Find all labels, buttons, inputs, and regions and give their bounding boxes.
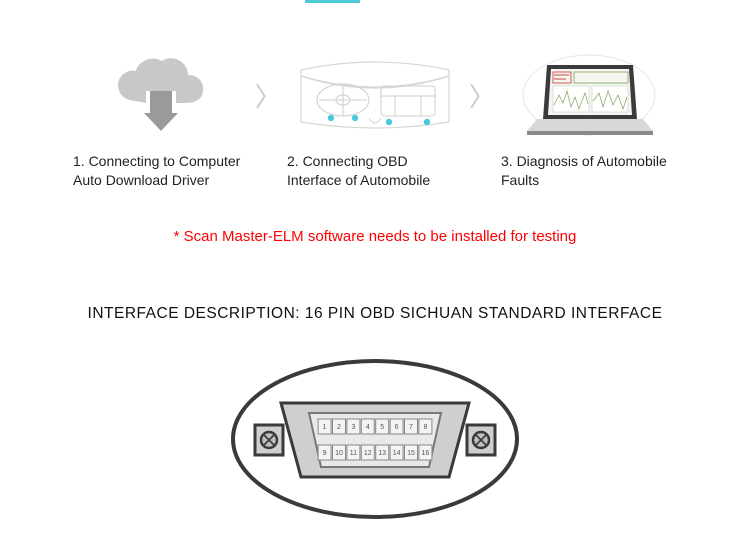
step-3-caption: 3. Diagnosis of Automobile Faults — [499, 152, 679, 190]
svg-text:9: 9 — [323, 450, 327, 457]
accent-bar — [305, 0, 360, 3]
svg-text:2: 2 — [337, 424, 341, 431]
svg-text:13: 13 — [378, 450, 386, 457]
cloud-download-icon — [71, 50, 251, 140]
svg-text:6: 6 — [395, 424, 399, 431]
step-3: 3. Diagnosis of Automobile Faults — [499, 50, 679, 190]
interface-description-title: INTERFACE DESCRIPTION: 16 PIN OBD SICHUA… — [0, 305, 750, 323]
svg-text:14: 14 — [393, 450, 401, 457]
svg-text:12: 12 — [364, 450, 372, 457]
svg-text:5: 5 — [380, 424, 384, 431]
svg-text:7: 7 — [409, 424, 413, 431]
chevron-right-icon: 〉 — [465, 50, 499, 140]
obd-connector-diagram: 12345678 910111213141516 — [0, 345, 750, 525]
svg-text:8: 8 — [423, 424, 427, 431]
chevron-right-icon: 〉 — [251, 50, 285, 140]
car-dashboard-icon — [285, 50, 465, 140]
svg-text:16: 16 — [422, 450, 430, 457]
step-2-caption: 2. Connecting OBD Interface of Automobil… — [285, 152, 465, 190]
svg-text:10: 10 — [335, 450, 343, 457]
step-2: 2. Connecting OBD Interface of Automobil… — [285, 50, 465, 190]
laptop-diagnosis-icon — [499, 50, 679, 140]
steps-row: 1. Connecting to Computer Auto Download … — [0, 0, 750, 190]
svg-text:15: 15 — [407, 450, 415, 457]
warning-text: * Scan Master-ELM software needs to be i… — [0, 228, 750, 245]
svg-text:11: 11 — [350, 450, 357, 457]
step-1: 1. Connecting to Computer Auto Download … — [71, 50, 251, 190]
svg-text:3: 3 — [351, 424, 355, 431]
svg-text:4: 4 — [366, 424, 370, 431]
step-1-caption: 1. Connecting to Computer Auto Download … — [71, 152, 251, 190]
svg-text:1: 1 — [323, 424, 327, 431]
